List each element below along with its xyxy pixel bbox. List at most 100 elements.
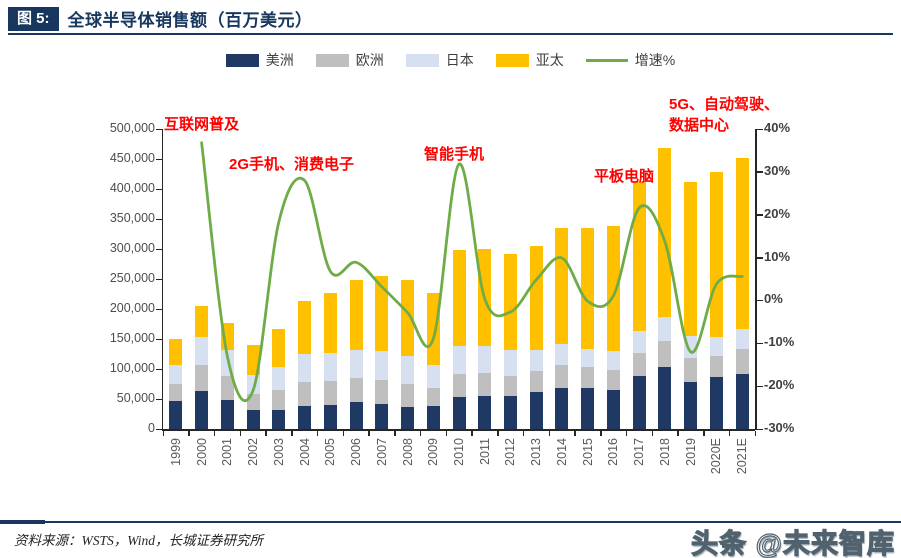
x-axis-tick xyxy=(548,430,551,436)
y-axis-tick-label: 0 xyxy=(148,421,155,435)
bar-segment-欧洲 xyxy=(735,349,749,374)
y-axis-tick xyxy=(156,128,162,130)
bar-segment-欧洲 xyxy=(709,355,723,377)
x-axis-tick xyxy=(471,430,473,436)
bar-segment-亚太 xyxy=(555,227,569,345)
bar-segment-欧洲 xyxy=(401,383,415,407)
x-axis-year-label: 2013 xyxy=(529,438,544,466)
bar-segment-亚太 xyxy=(298,301,312,355)
x-axis-tick xyxy=(188,430,190,436)
x-axis-tick xyxy=(239,430,242,436)
bar-segment-亚太 xyxy=(684,181,698,337)
bar-segment-亚太 xyxy=(323,292,337,354)
bar-segment-欧洲 xyxy=(195,365,209,391)
bar-segment-亚太 xyxy=(709,172,723,338)
y-axis-line xyxy=(161,129,163,430)
x-axis-year-label: 2014 xyxy=(554,438,569,466)
legend-label-europe: 欧洲 xyxy=(355,52,384,68)
bar-segment-欧洲 xyxy=(478,373,492,396)
x-axis-year-label: 1999 xyxy=(168,438,183,466)
bar-segment-美洲 xyxy=(503,396,517,429)
y-axis-tick xyxy=(156,188,162,190)
x-axis-year-label: 2020E xyxy=(709,438,724,475)
secondary-y-axis-tick xyxy=(756,214,763,216)
bar-segment-美洲 xyxy=(349,402,363,429)
legend-label-japan: 日本 xyxy=(445,52,474,68)
legend-label-asia-pacific: 亚太 xyxy=(535,52,564,68)
x-axis-year-label: 2015 xyxy=(580,438,595,466)
bar-segment-欧洲 xyxy=(375,380,389,405)
legend-item-americas: 美洲 xyxy=(225,50,294,70)
bar-segment-欧洲 xyxy=(684,357,698,382)
bar-segment-日本 xyxy=(246,375,260,394)
bar-segment-日本 xyxy=(503,350,517,377)
bar-segment-亚太 xyxy=(220,322,234,351)
y-axis-tick xyxy=(156,278,162,280)
x-axis-year-label: 2021E xyxy=(735,438,750,475)
bar-segment-美洲 xyxy=(401,406,415,429)
bar-segment-亚太 xyxy=(529,245,543,351)
bar-segment-日本 xyxy=(272,366,286,391)
source-note: 资料来源：WSTS，Wind，长城证券研究所 xyxy=(14,533,264,548)
bar-segment-美洲 xyxy=(658,367,672,429)
y-axis-tick-label: 150,000 xyxy=(109,331,155,345)
bar-segment-美洲 xyxy=(684,381,698,429)
bar-segment-亚太 xyxy=(658,147,672,318)
bar-segment-欧洲 xyxy=(555,365,569,388)
x-axis-tick xyxy=(213,430,216,436)
bar-segment-欧洲 xyxy=(529,371,543,393)
bar-segment-亚太 xyxy=(452,249,466,346)
bar-segment-日本 xyxy=(375,351,389,381)
title-underline xyxy=(8,33,893,35)
bar-segment-美洲 xyxy=(452,396,466,429)
x-axis-year-label: 2012 xyxy=(503,438,518,466)
bar-segment-欧洲 xyxy=(349,377,363,403)
annotation-tablet: 平板电脑 xyxy=(594,168,655,185)
y-axis-tick-label: 250,000 xyxy=(109,271,155,285)
secondary-y-axis-tick-label: -20% xyxy=(764,377,795,393)
bar-segment-日本 xyxy=(555,344,569,366)
x-axis-year-label: 2007 xyxy=(374,438,389,466)
x-axis-year-label: 2011 xyxy=(477,438,492,465)
bar-segment-美洲 xyxy=(323,404,337,429)
bar-segment-欧洲 xyxy=(298,381,312,406)
x-axis-year-label: 2003 xyxy=(271,438,286,466)
x-axis-year-label: 2002 xyxy=(246,438,261,466)
secondary-y-axis-tick xyxy=(756,428,763,430)
x-axis-year-label: 2005 xyxy=(323,438,338,466)
secondary-y-axis-tick xyxy=(756,299,763,302)
bar-segment-亚太 xyxy=(426,293,440,365)
annotation-2g-consumer: 2G手机、消费电子 xyxy=(229,156,355,173)
bar-segment-日本 xyxy=(709,337,723,356)
y-axis-tick xyxy=(156,158,162,160)
bar-segment-日本 xyxy=(581,348,595,368)
bar-segment-日本 xyxy=(349,350,363,378)
x-axis-year-label: 2016 xyxy=(606,438,621,466)
bar-segment-亚太 xyxy=(632,181,646,331)
annotation-5g-datacenter: 5G、自动驾驶、 数据中心 xyxy=(669,96,780,134)
y-axis-tick-label: 200,000 xyxy=(109,301,155,315)
secondary-y-axis-tick xyxy=(756,128,763,130)
bar-segment-日本 xyxy=(323,353,337,381)
bar-segment-日本 xyxy=(658,317,672,342)
legend-item-europe: 欧洲 xyxy=(315,50,384,70)
x-axis-tick xyxy=(419,430,422,436)
legend-box-swatch-americas xyxy=(225,53,259,67)
y-axis-tick-label: 450,000 xyxy=(109,151,155,165)
bar-segment-美洲 xyxy=(220,400,234,429)
y-axis-tick xyxy=(156,428,162,430)
x-axis-tick xyxy=(651,430,654,436)
x-axis-year-label: 2018 xyxy=(657,438,672,466)
bar-segment-美洲 xyxy=(709,376,723,429)
bar-segment-亚太 xyxy=(401,279,415,356)
footer-divider-accent xyxy=(0,520,45,524)
bar-segment-欧洲 xyxy=(323,381,337,405)
y-axis-tick-label: 500,000 xyxy=(109,121,155,135)
bar-segment-日本 xyxy=(169,364,183,385)
bar-segment-美洲 xyxy=(298,405,312,429)
bar-segment-亚太 xyxy=(169,339,183,365)
x-axis-year-label: 2019 xyxy=(683,438,698,466)
bar-segment-欧洲 xyxy=(246,393,260,411)
secondary-y-axis-tick-label: 10% xyxy=(764,248,791,264)
